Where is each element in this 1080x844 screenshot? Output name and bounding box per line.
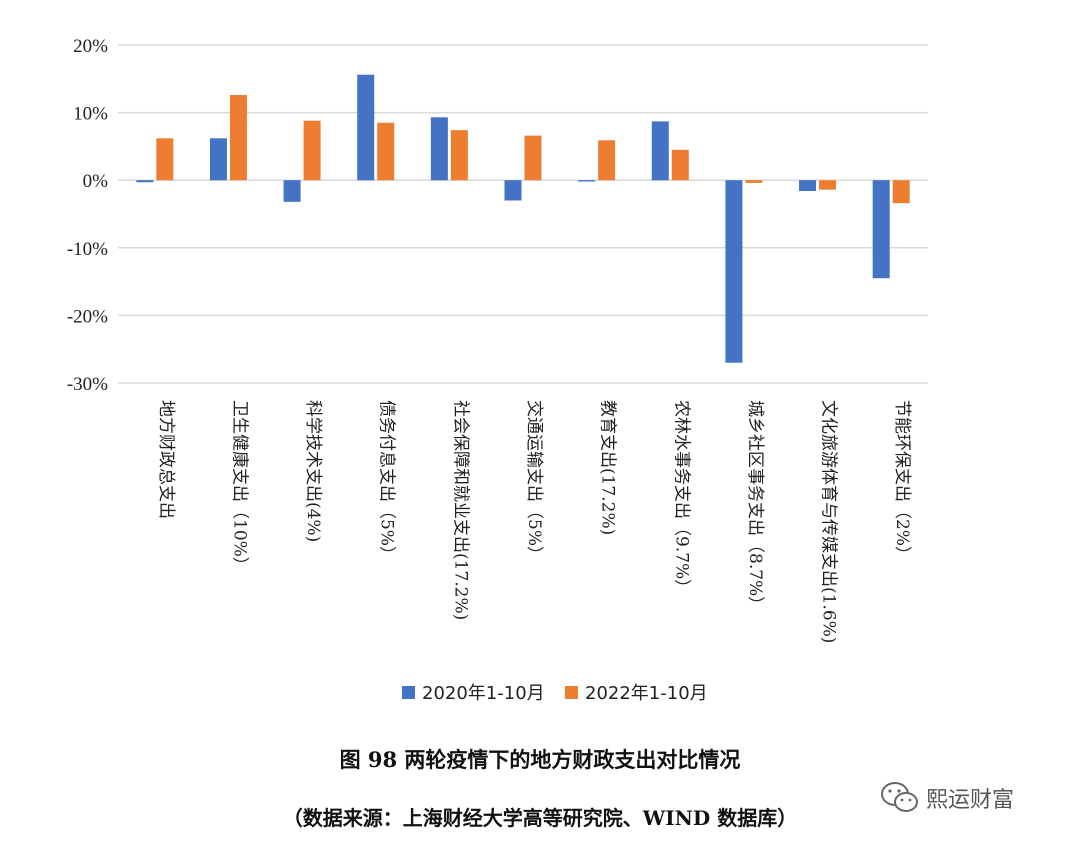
bar: [430, 117, 448, 181]
bar: [651, 121, 669, 181]
figure-title: 图 98 两轮疫情下的地方财政支出对比情况: [339, 747, 741, 772]
legend-swatch: [402, 686, 415, 699]
y-tick-label: 0%: [83, 171, 109, 192]
bar: [892, 180, 910, 204]
category-label: 农林水事务支出（9.7%）: [671, 400, 691, 596]
bar: [504, 180, 522, 201]
y-tick-label: 20%: [73, 36, 108, 57]
category-label: 债务付息支出（5%）: [377, 400, 397, 563]
bar: [598, 140, 616, 181]
bar: [283, 180, 301, 202]
bar: [745, 180, 763, 183]
category-label: 城乡社区事务支出（8.7%）: [745, 400, 765, 613]
category-labels: 地方财政总支出 卫生健康支出（10%） 科学技术支出(4%) 债务付息支出（5%） 社会…: [156, 400, 912, 643]
category-label: 教育支出(17.2%): [598, 400, 618, 535]
bar: [819, 180, 837, 190]
watermark: 熙运财富: [880, 778, 1060, 818]
wechat-icon: [881, 782, 918, 812]
figure-source: （数据来源：上海财经大学高等研究院、WIND 数据库）: [282, 806, 798, 830]
bar: [725, 180, 743, 363]
category-label: 交通运输支出（5%）: [524, 400, 544, 563]
legend: 2020年1-10月 2022年1-10月: [402, 683, 708, 704]
y-tick-label: -20%: [67, 306, 108, 327]
bar: [450, 130, 468, 181]
category-label: 科学技术支出(4%): [303, 400, 323, 542]
bars: [136, 74, 910, 363]
legend-swatch: [565, 686, 578, 699]
bar: [156, 138, 174, 181]
gridlines: [118, 44, 928, 384]
category-label: 卫生健康支出（10%）: [229, 400, 249, 574]
bar-chart: 20% 10% 0% -10% -20% -30% 地方财政总支出 卫生健康支出（10%） 科…: [67, 36, 928, 704]
y-tick-label: 10%: [73, 104, 108, 125]
bar: [524, 135, 542, 181]
category-label: 社会保障和就业支出(17.2%): [450, 400, 470, 620]
legend-label: 2020年1-10月: [422, 683, 545, 704]
category-label: 节能环保支出（2%）: [892, 400, 912, 563]
bar: [799, 180, 817, 192]
bar: [209, 138, 227, 181]
bar: [229, 95, 247, 181]
bar: [578, 180, 596, 182]
watermark-text: 熙运财富: [926, 788, 1015, 813]
bar: [357, 74, 375, 181]
category-label: 地方财政总支出: [156, 400, 176, 519]
bar: [872, 180, 890, 279]
y-tick-label: -10%: [67, 239, 108, 260]
bar: [136, 180, 154, 183]
bar: [303, 120, 321, 181]
y-axis-tick-labels: 20% 10% 0% -10% -20% -30%: [67, 36, 108, 395]
y-tick-label: -30%: [67, 374, 108, 395]
category-label: 文化旅游体育与传媒支出(1.6%): [819, 400, 839, 643]
legend-label: 2022年1-10月: [585, 683, 708, 704]
bar: [377, 122, 395, 181]
bar: [671, 149, 689, 181]
